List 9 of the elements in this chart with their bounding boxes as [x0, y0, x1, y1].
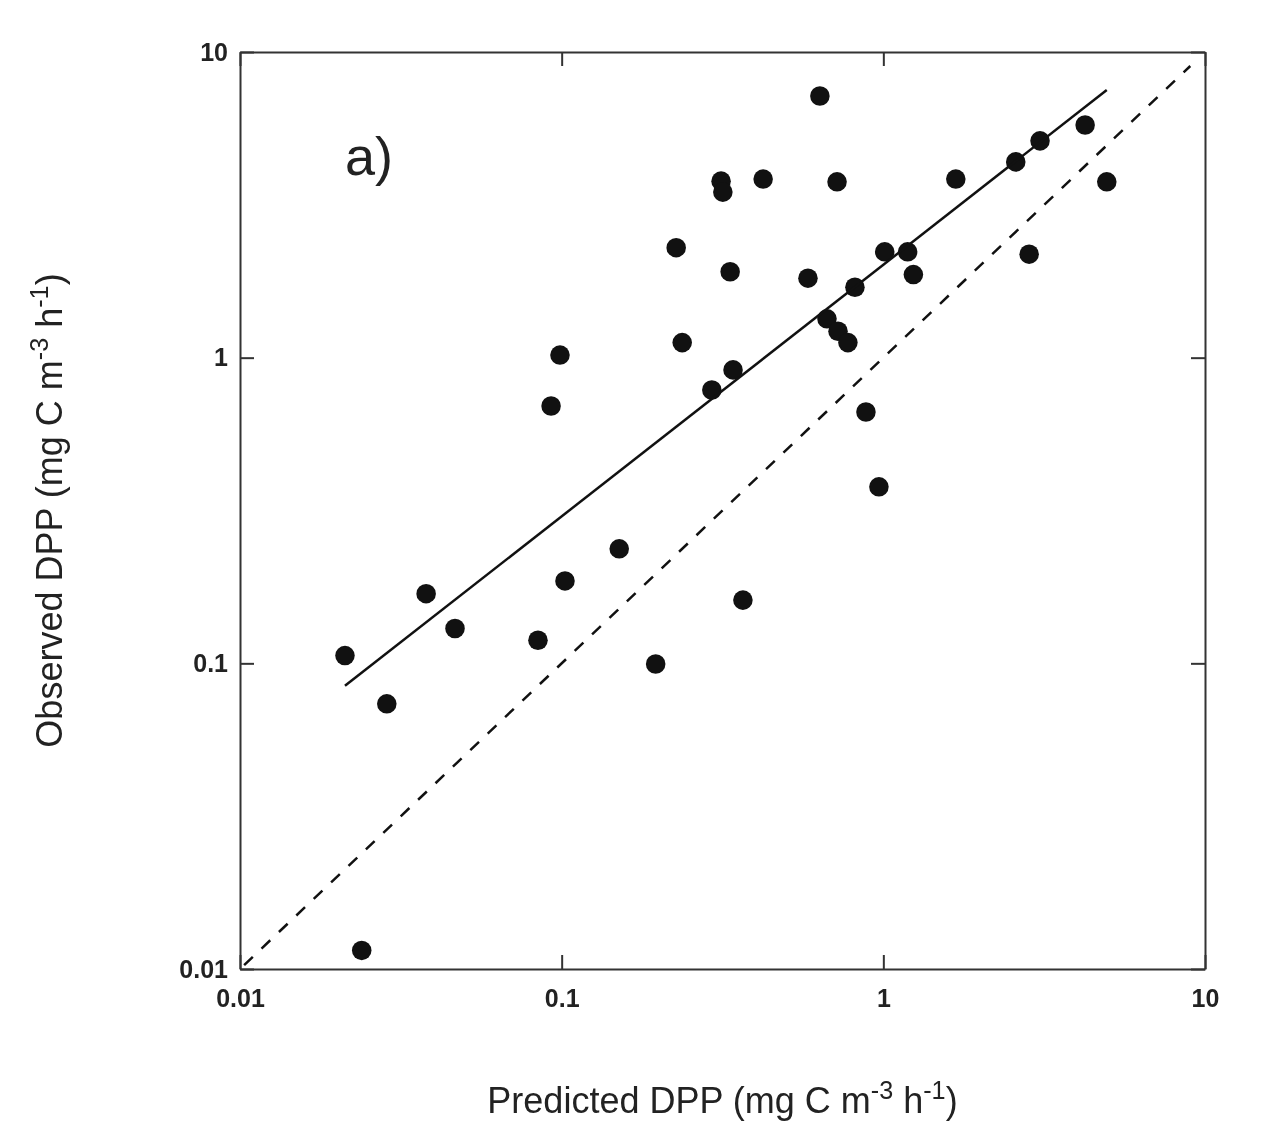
x-tick-label: 10 [1191, 983, 1220, 1012]
y-tick-label: 0.1 [193, 648, 229, 677]
x-tick-label: 0.1 [544, 983, 580, 1012]
annotation: a) [345, 126, 394, 186]
x-tick-label: 1 [876, 983, 891, 1012]
x-axis-title: Predicted DPP (mg C m$^{-3}$ h$^{-1}$) [487, 1076, 958, 1121]
y-tick-label: 10 [200, 37, 228, 66]
y-tick-label: 0.01 [179, 954, 229, 983]
y-tick-label: 1 [214, 343, 229, 372]
